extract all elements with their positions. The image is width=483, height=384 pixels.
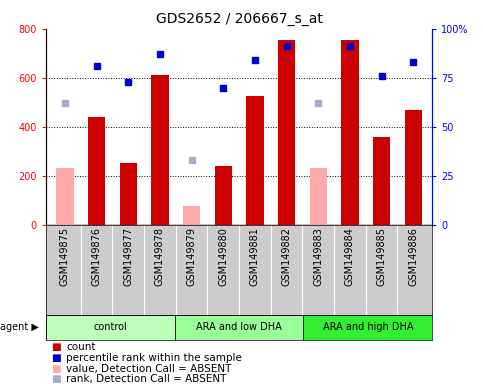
Bar [246, 96, 264, 225]
Text: GSM149880: GSM149880 [218, 227, 228, 286]
Text: GSM149882: GSM149882 [282, 227, 292, 286]
Bar [88, 117, 105, 225]
Bar [119, 164, 137, 225]
Bar [151, 75, 169, 225]
Bar [56, 168, 73, 225]
Text: control: control [93, 322, 127, 333]
Text: ■: ■ [51, 342, 60, 352]
Text: GSM149876: GSM149876 [92, 227, 101, 286]
Text: GSM149875: GSM149875 [60, 227, 70, 286]
Text: GSM149877: GSM149877 [123, 227, 133, 286]
Text: GDS2652 / 206667_s_at: GDS2652 / 206667_s_at [156, 12, 323, 25]
Bar [183, 206, 200, 225]
Text: ARA and low DHA: ARA and low DHA [196, 322, 282, 333]
Bar [373, 137, 390, 225]
Text: agent ▶: agent ▶ [0, 322, 39, 333]
Text: GSM149881: GSM149881 [250, 227, 260, 286]
Bar [303, 315, 432, 340]
Bar [214, 166, 232, 225]
Bar [405, 109, 422, 225]
Text: ■: ■ [51, 364, 60, 374]
Text: GSM149879: GSM149879 [186, 227, 197, 286]
Text: value, Detection Call = ABSENT: value, Detection Call = ABSENT [66, 364, 231, 374]
Text: ARA and high DHA: ARA and high DHA [323, 322, 413, 333]
Bar [341, 40, 359, 225]
Text: percentile rank within the sample: percentile rank within the sample [66, 353, 242, 363]
Text: GSM149878: GSM149878 [155, 227, 165, 286]
Text: GSM149885: GSM149885 [377, 227, 386, 286]
Text: GSM149886: GSM149886 [408, 227, 418, 286]
Text: rank, Detection Call = ABSENT: rank, Detection Call = ABSENT [66, 374, 227, 384]
Text: count: count [66, 342, 96, 352]
Text: GSM149883: GSM149883 [313, 227, 323, 286]
Bar [310, 168, 327, 225]
Bar [278, 40, 295, 225]
Text: ■: ■ [51, 353, 60, 363]
Bar [46, 315, 175, 340]
Text: ■: ■ [51, 374, 60, 384]
Bar [175, 315, 303, 340]
Text: GSM149884: GSM149884 [345, 227, 355, 286]
